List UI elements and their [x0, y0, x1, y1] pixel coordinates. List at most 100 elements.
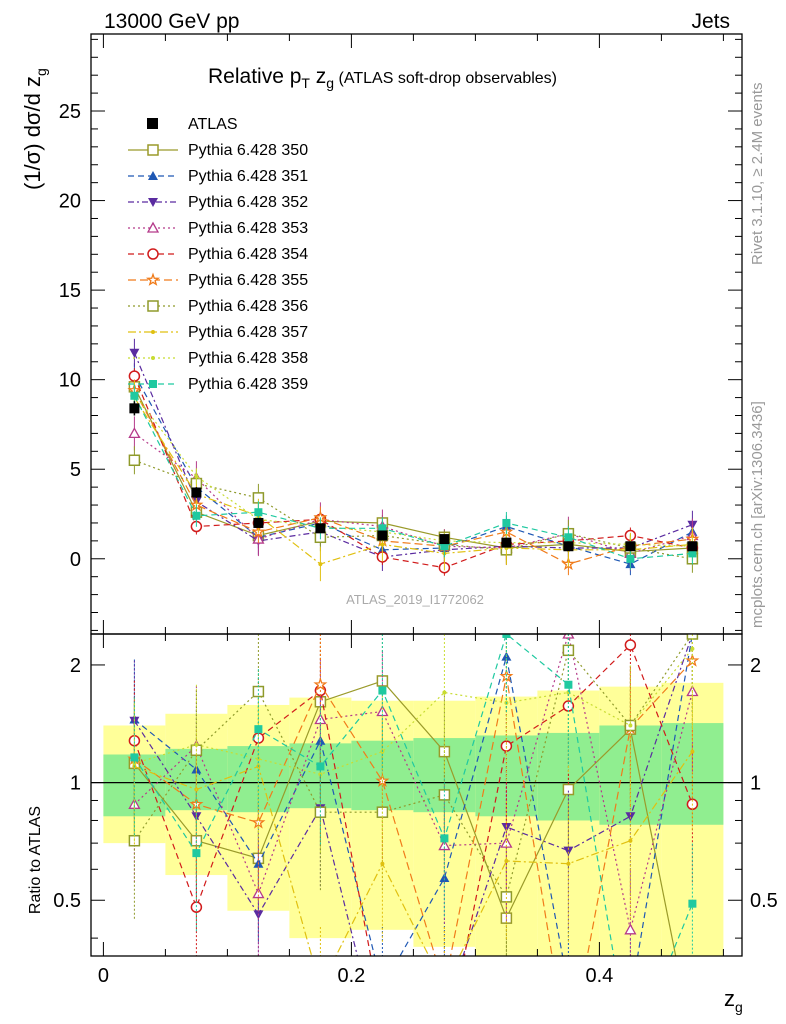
- mcplots-label: mcplots.cern.ch [arXiv:1306.3436]: [749, 401, 766, 628]
- ratio-y-tick-label-right: 2: [750, 655, 761, 677]
- legend-entry: Pythia 6.428 359: [188, 376, 308, 393]
- legend-entry: Pythia 6.428 358: [188, 350, 308, 367]
- legend-entry: Pythia 6.428 356: [188, 298, 308, 315]
- ratio-y-tick-label-left: 0.5: [53, 890, 81, 912]
- series-point: [504, 859, 509, 864]
- series-point: [145, 272, 161, 286]
- series-line: [134, 459, 693, 560]
- series-line: [133, 374, 693, 565]
- series-point: [377, 982, 387, 991]
- ratio-y-tick-label-right: 0.5: [750, 890, 778, 912]
- data-point: [687, 541, 698, 552]
- series-point: [442, 985, 446, 989]
- series-point: [194, 474, 199, 479]
- series-point: [318, 562, 323, 567]
- series-point: [129, 348, 140, 358]
- ratio-y-tick-label-left: 2: [70, 655, 81, 677]
- series-point: [439, 873, 450, 883]
- series-point: [625, 994, 635, 1003]
- series-point: [128, 454, 141, 467]
- legend-data-marker: [147, 118, 158, 129]
- legend-entry: Pythia 6.428 354: [188, 246, 308, 263]
- series-line: [133, 386, 693, 553]
- series-point: [130, 753, 139, 762]
- series-point: [147, 300, 159, 312]
- series-point: [626, 554, 635, 563]
- series-point: [628, 838, 633, 843]
- series-point: [380, 861, 385, 866]
- series-point: [192, 511, 201, 520]
- analysis-reference: ATLAS_2019_I1772062: [346, 592, 484, 607]
- main-y-tick-label: 20: [59, 191, 81, 213]
- series-point: [439, 981, 449, 991]
- series-point: [318, 985, 322, 989]
- ratio-y-axis-label: Ratio to ATLAS: [27, 806, 44, 914]
- main-y-tick-label: 5: [70, 459, 81, 481]
- series-point: [151, 356, 155, 360]
- series-point: [438, 839, 451, 851]
- ratio-y-tick-label-left: 1: [70, 773, 81, 795]
- chart-title: Relative pT zg (ATLAS soft-drop observab…: [208, 65, 557, 91]
- series-point: [564, 680, 573, 689]
- series-point: [688, 899, 697, 908]
- series-point: [624, 639, 637, 651]
- legend: ATLAS Pythia 6.428 350 Pythia 6.428 351 Pyt…: [128, 116, 308, 393]
- series-point: [502, 518, 511, 527]
- rivet-version-label: Rivet 3.1.10, ≥ 2.4M events: [749, 83, 766, 266]
- series-point: [148, 171, 158, 180]
- main-y-tick-label: 0: [70, 549, 81, 571]
- main-y-tick-label: 15: [59, 280, 81, 302]
- series-point: [128, 427, 141, 439]
- series-point: [147, 144, 159, 156]
- series-point: [440, 834, 449, 843]
- series-point: [690, 646, 695, 651]
- ratio-series-line: [134, 660, 693, 956]
- series-line: [133, 390, 693, 565]
- x-tick-label: 0: [98, 965, 109, 987]
- ratio-series-line: [133, 634, 693, 956]
- series-line: [134, 432, 693, 555]
- energy-label: 13000 GeV pp: [104, 10, 239, 33]
- data-point: [315, 523, 326, 534]
- legend-entry: Pythia 6.428 352: [188, 194, 308, 211]
- ratio-series-line: [133, 680, 677, 956]
- series-point: [563, 982, 573, 991]
- x-tick-label: 0.2: [337, 965, 365, 987]
- data-point: [191, 487, 202, 498]
- series-point: [148, 198, 158, 207]
- series-point: [192, 849, 201, 858]
- ratio-series-group: [127, 634, 700, 1016]
- data-point: [253, 517, 264, 528]
- category-label: Jets: [691, 10, 730, 33]
- series-line: [133, 352, 693, 558]
- series-line: [133, 393, 693, 547]
- series-point: [313, 677, 328, 691]
- series-point: [146, 221, 160, 233]
- ratio-plot-area: 0 0.2 0.4 0.5 0.5 1 1 2 2: [53, 34, 778, 1016]
- series-point: [442, 690, 447, 695]
- series-point: [149, 380, 157, 388]
- ratio-y-tick-label-right: 1: [750, 773, 761, 795]
- legend-entry: Pythia 6.428 357: [188, 324, 308, 341]
- series-point: [624, 923, 637, 935]
- series-line: [133, 395, 693, 560]
- series-point: [254, 725, 263, 734]
- series-point: [380, 542, 385, 547]
- series-point: [690, 749, 695, 754]
- legend-entry: Pythia 6.428 353: [188, 220, 308, 237]
- series-point: [316, 762, 325, 771]
- series-point: [130, 391, 139, 400]
- x-axis-label: zg: [724, 986, 743, 1015]
- series-point: [566, 861, 571, 866]
- series-line: [133, 375, 693, 569]
- ratio-series-line: [134, 751, 693, 956]
- series-point: [147, 248, 159, 260]
- legend-entry: Pythia 6.428 351: [188, 168, 308, 185]
- ratio-series-line: [133, 634, 693, 930]
- ratio-series-line: [134, 648, 693, 775]
- data-point: [377, 530, 388, 541]
- main-y-tick-label: 25: [59, 101, 81, 123]
- series-point: [439, 1007, 449, 1016]
- legend-entry: Pythia 6.428 350: [188, 142, 308, 159]
- series-point: [151, 330, 155, 334]
